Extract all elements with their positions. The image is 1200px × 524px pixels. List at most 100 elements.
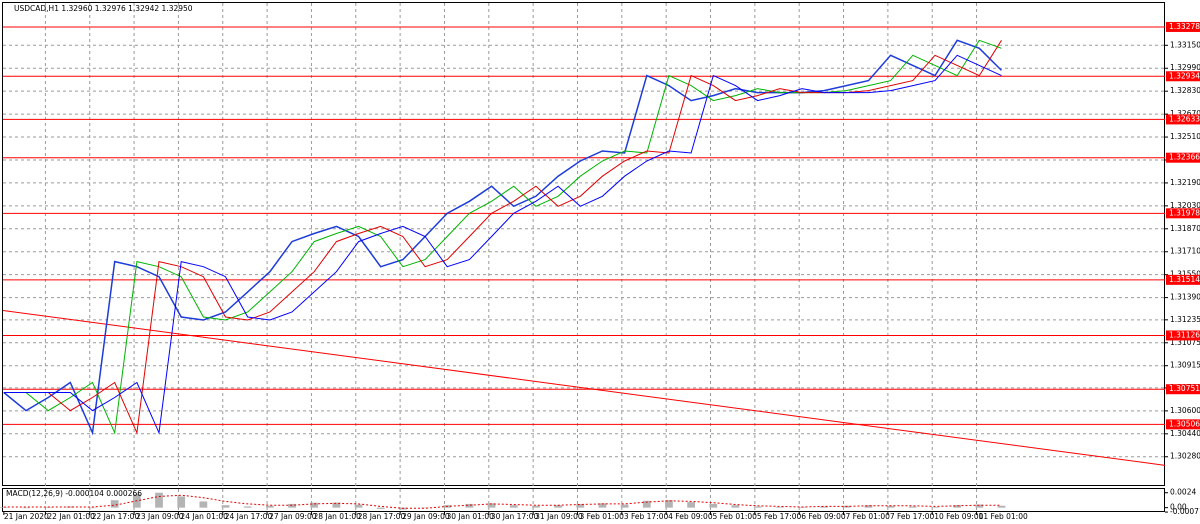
y-tick-label: 1.33150: [1170, 40, 1200, 49]
macd-bar: [509, 505, 518, 508]
macd-bar: [997, 505, 1006, 508]
x-tick-label: 10 Feb 09:00: [934, 512, 983, 521]
x-tick-label: 6 Feb 09:00: [801, 512, 846, 521]
price-line: [3, 39, 1003, 436]
macd-signal: [3, 494, 1002, 509]
macd-bar: [576, 503, 585, 508]
macd-tick-label: 0.0024: [1170, 488, 1196, 497]
y-tick-label: 1.32830: [1170, 86, 1200, 95]
y-tick-label: 1.31390: [1170, 293, 1200, 302]
macd-bar: [620, 504, 629, 508]
y-tick-label: 1.32990: [1170, 63, 1200, 72]
macd-bar: [908, 506, 917, 508]
x-tick-label: 4 Feb 09:00: [668, 512, 713, 521]
y-tick-label: 1.31235: [1170, 315, 1200, 324]
x-tick-label: 24 Jan 01:00: [180, 512, 228, 521]
macd-bar: [487, 503, 496, 508]
macd-bar: [421, 507, 429, 509]
x-tick-label: 23 Jan 09:00: [136, 512, 184, 521]
x-tick-label: 28 Jan 17:00: [358, 512, 406, 521]
macd-bar: [465, 503, 474, 508]
macd-bar: [155, 492, 163, 508]
level-label: 1.32934: [1169, 71, 1200, 80]
y-tick-label: 1.32510: [1170, 132, 1200, 141]
level-tag: [1166, 21, 1200, 32]
macd-title: MACD(12,26,9) -0.000104 0.000266: [6, 489, 142, 498]
macd-bar: [975, 504, 984, 508]
trend-line: [2, 310, 1166, 466]
level-label: 1.33278: [1169, 22, 1200, 31]
chart-title: USDCAD,H1 1.32960 1.32976 1.32942 1.3295…: [14, 4, 193, 13]
y-tick-label: 1.30440: [1170, 429, 1200, 438]
main-panel: [2, 2, 1165, 486]
y-tick-label: 1.32190: [1170, 178, 1200, 187]
macd-tick-label: 0.00: [1170, 503, 1187, 512]
y-tick-label: 1.30600: [1170, 406, 1200, 415]
x-tick-label: 27 Jan 09:00: [269, 512, 317, 521]
macd-bar: [731, 505, 740, 508]
macd-bar: [709, 503, 718, 508]
level-tag: [1166, 274, 1200, 285]
macd-bar: [532, 505, 540, 508]
x-tick-label: 5 Feb 01:00: [713, 512, 758, 521]
macd-bar: [310, 502, 319, 508]
macd-bar: [265, 505, 274, 508]
y-tick-label: 1.31710: [1170, 247, 1200, 256]
macd-bar: [243, 506, 252, 508]
macd-bar: [221, 505, 230, 508]
macd-bar: [66, 506, 75, 508]
level-tag: [1166, 330, 1200, 341]
x-tick-label: 11 Feb 01:00: [979, 512, 1028, 521]
macd-bar: [886, 505, 895, 508]
moving-average: [3, 39, 1002, 435]
x-tick-label: 22 Jan 17:00: [92, 512, 140, 521]
macd-bar: [288, 503, 296, 508]
marks: [0, 26, 1166, 510]
level-label: 1.31126: [1169, 330, 1200, 339]
y-tick-label: 1.30280: [1170, 452, 1200, 461]
x-tick-label: 7 Feb 17:00: [890, 512, 935, 521]
x-tick-label: 28 Jan 01:00: [313, 512, 361, 521]
macd-tick-label: -0.000713: [1170, 507, 1200, 516]
y-tick-label: 1.32030: [1170, 201, 1200, 210]
macd-bar: [864, 505, 873, 508]
x-tick-label: 21 Jan 2020: [4, 512, 49, 521]
macd-bar: [554, 505, 562, 508]
labels: 1.33150 1.32990 1.32830 1.32670 1.32510 1.323…: [4, 21, 1200, 521]
level-tag: [1166, 152, 1200, 163]
macd-bar: [22, 507, 30, 509]
macd-bar: [753, 506, 762, 508]
macd-bar: [775, 507, 784, 508]
macd-bar: [931, 507, 939, 508]
grid: [3, 3, 1168, 515]
level-label: 1.30506: [1169, 419, 1200, 428]
x-tick-label: 24 Jan 17:00: [225, 512, 273, 521]
macd-bar: [665, 500, 673, 508]
macd-bar: [376, 507, 385, 509]
x-tick-label: 29 Jan 09:00: [402, 512, 450, 521]
y-tick-label: 1.32670: [1170, 109, 1200, 118]
level-tag: [1166, 208, 1200, 219]
x-tick-label: 5 Feb 17:00: [757, 512, 802, 521]
level-tag: [1166, 71, 1200, 82]
moving-average: [3, 54, 1002, 435]
macd-bar: [687, 502, 695, 508]
level-label: 1.32366: [1169, 153, 1200, 162]
x-tick-label: 3 Feb 17:00: [624, 512, 669, 521]
y-tick-label: 1.31870: [1170, 224, 1200, 233]
macd-panel: [2, 488, 1165, 512]
level-tag: [1166, 114, 1200, 125]
macd-bar: [820, 506, 829, 508]
level-label: 1.31514: [1169, 275, 1200, 284]
y-tick-label: 1.31550: [1170, 270, 1200, 279]
macd-bar: [177, 496, 186, 508]
macd-bar: [88, 507, 97, 509]
x-tick-label: 3 Feb 01:00: [579, 512, 624, 521]
macd-bar: [199, 501, 208, 508]
x-tick-label: 7 Feb 01:00: [846, 512, 891, 521]
macd-bar: [354, 504, 363, 508]
macd-bar: [598, 503, 607, 508]
level-tag: [1166, 419, 1200, 430]
